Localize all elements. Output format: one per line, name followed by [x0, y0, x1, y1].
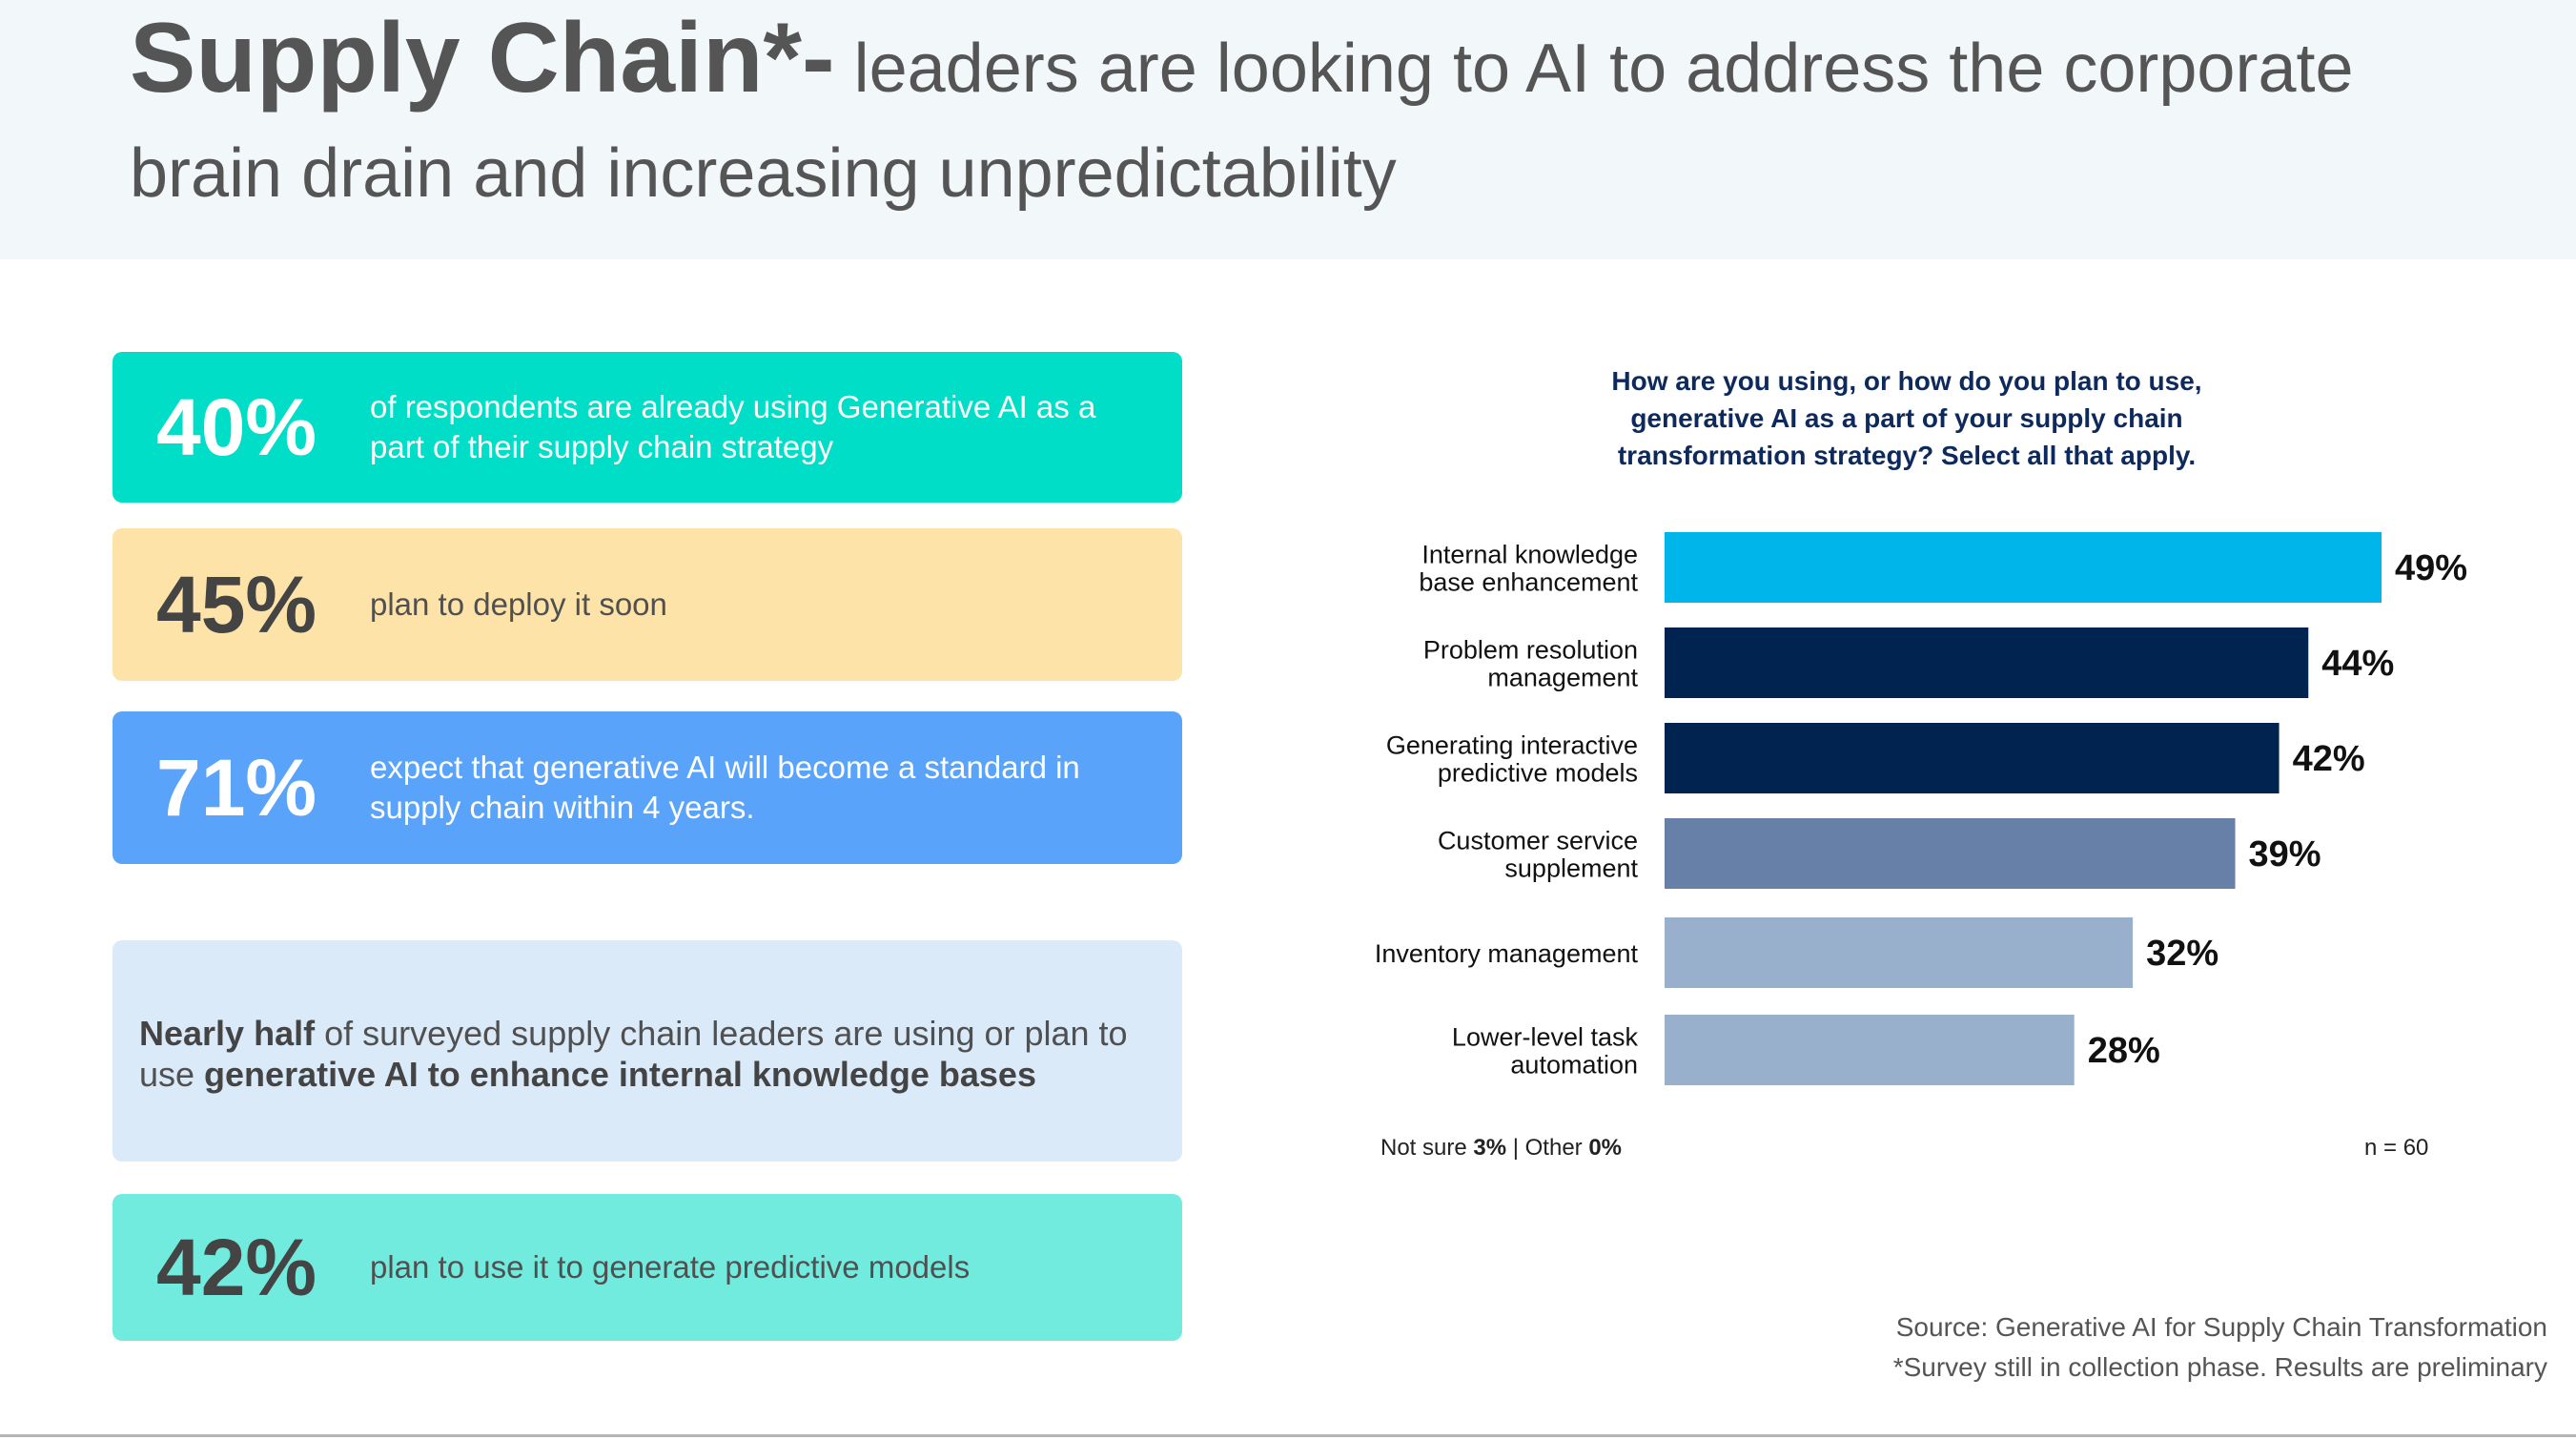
- stat-pct: 45%: [156, 560, 317, 649]
- preliminary-note: *Survey still in collection phase. Resul…: [1892, 1352, 2547, 1382]
- data-label: 28%: [2088, 1031, 2160, 1071]
- summary-text-1: of surveyed supply chain leaders are usi…: [139, 1014, 1128, 1094]
- summary-text: Nearly half of surveyed supply chain lea…: [139, 1013, 1159, 1095]
- title-rest: leaders are looking to AI to address the…: [130, 31, 2354, 212]
- header-band: [0, 0, 2576, 259]
- category-label: Internal knowledge: [1421, 541, 1638, 569]
- category-label: Customer service: [1438, 827, 1638, 855]
- stat-text: expect that generative AI will become a …: [370, 750, 1080, 825]
- bar: [1665, 1015, 2075, 1085]
- bar: [1665, 723, 2280, 793]
- stat-card-standard: 71% expect that generative AI will becom…: [112, 711, 1182, 864]
- title-bold: Supply Chain*-: [130, 3, 835, 113]
- category-label: Inventory management: [1375, 939, 1639, 968]
- category-label: supplement: [1504, 854, 1638, 883]
- bottom-rule: [0, 1434, 2576, 1437]
- category-label: predictive models: [1438, 759, 1638, 788]
- stat-text: of respondents are already using Generat…: [370, 389, 1096, 464]
- stat-text: plan to use it to generate predictive mo…: [370, 1249, 971, 1285]
- category-label: base enhancement: [1419, 568, 1638, 597]
- page-title: Supply Chain*- leaders are looking to AI…: [130, 9, 2494, 236]
- data-label: 44%: [2321, 644, 2394, 684]
- data-label: 32%: [2146, 934, 2218, 974]
- stat-pct: 40%: [156, 382, 317, 472]
- bar: [1665, 532, 2382, 603]
- data-label: 39%: [2249, 834, 2321, 874]
- sample-size: n = 60: [2364, 1135, 2429, 1161]
- stat-card-deploy: 45% plan to deploy it soon: [112, 528, 1182, 681]
- not-sure-label: Not sure: [1380, 1135, 1474, 1161]
- summary-box: Nearly half of surveyed supply chain lea…: [112, 940, 1182, 1162]
- not-sure-value: 3%: [1473, 1135, 1507, 1161]
- bar: [1665, 917, 2134, 988]
- summary-bold-2: generative AI to enhance internal knowle…: [204, 1055, 1036, 1094]
- summary-bold-1: Nearly half: [139, 1014, 316, 1053]
- category-label: Lower-level task: [1452, 1023, 1639, 1052]
- stat-card-predictive: 42% plan to use it to generate predictiv…: [112, 1194, 1182, 1341]
- data-label: 42%: [2293, 739, 2365, 779]
- data-label: 49%: [2395, 548, 2467, 588]
- category-label: automation: [1510, 1051, 1638, 1080]
- stat-pct: 42%: [156, 1223, 317, 1312]
- category-label: Generating interactive: [1386, 731, 1638, 760]
- category-label: management: [1487, 664, 1638, 692]
- stat-text: plan to deploy it soon: [370, 586, 667, 622]
- stat-pct: 71%: [156, 743, 317, 833]
- other-value: 0%: [1588, 1135, 1623, 1161]
- source-line: Source: Generative AI for Supply Chain T…: [1895, 1312, 2547, 1342]
- category-label: Problem resolution: [1423, 636, 1638, 665]
- chart-note-not-sure: Not sure 3% | Other 0%: [1380, 1135, 1622, 1162]
- bar: [1665, 627, 2309, 698]
- note-separator: | Other: [1506, 1135, 1589, 1161]
- stat-card-using: 40% of respondents are already using Gen…: [112, 352, 1182, 503]
- bar: [1665, 818, 2236, 889]
- chart-title: How are you using, or how do you plan to…: [1611, 366, 2202, 470]
